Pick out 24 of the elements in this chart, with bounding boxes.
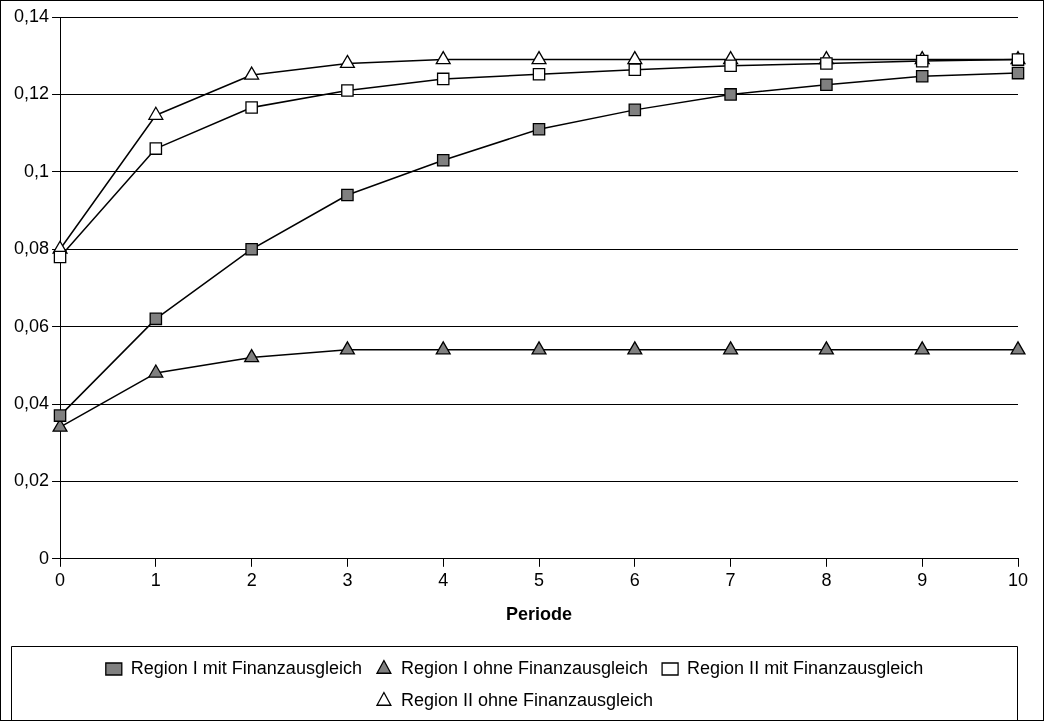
- legend-label: Region I ohne Finanzausgleich: [400, 657, 649, 678]
- y-tick-label: 0,02: [13, 470, 50, 491]
- y-tick-label: 0: [39, 547, 50, 568]
- y-tick-label: 0,14: [13, 5, 50, 26]
- legend-label: Region II ohne Finanzausgleich: [400, 689, 654, 710]
- x-tick-label: 9: [917, 569, 928, 590]
- x-tick-label: 2: [246, 569, 257, 590]
- x-tick-label: 5: [534, 569, 545, 590]
- x-tick-label: 10: [1007, 569, 1029, 590]
- x-tick-label: 6: [629, 569, 640, 590]
- legend-label: Region I mit Finanzausgleich: [130, 657, 362, 678]
- x-tick-label: 1: [150, 569, 161, 590]
- x-tick-label: 3: [342, 569, 353, 590]
- y-tick-label: 0,1: [24, 160, 50, 181]
- x-axis-title: Periode: [506, 604, 573, 625]
- legend-label: Region II mit Finanzausgleich: [687, 657, 924, 678]
- y-tick-label: 0,08: [13, 238, 50, 259]
- y-tick-label: 0,06: [13, 315, 50, 336]
- x-tick-label: 4: [438, 569, 449, 590]
- y-tick-label: 0,12: [13, 83, 50, 104]
- x-tick-label: 0: [55, 569, 66, 590]
- x-tick-label: 8: [821, 569, 832, 590]
- x-tick-label: 7: [725, 569, 736, 590]
- y-tick-label: 0,04: [13, 392, 50, 413]
